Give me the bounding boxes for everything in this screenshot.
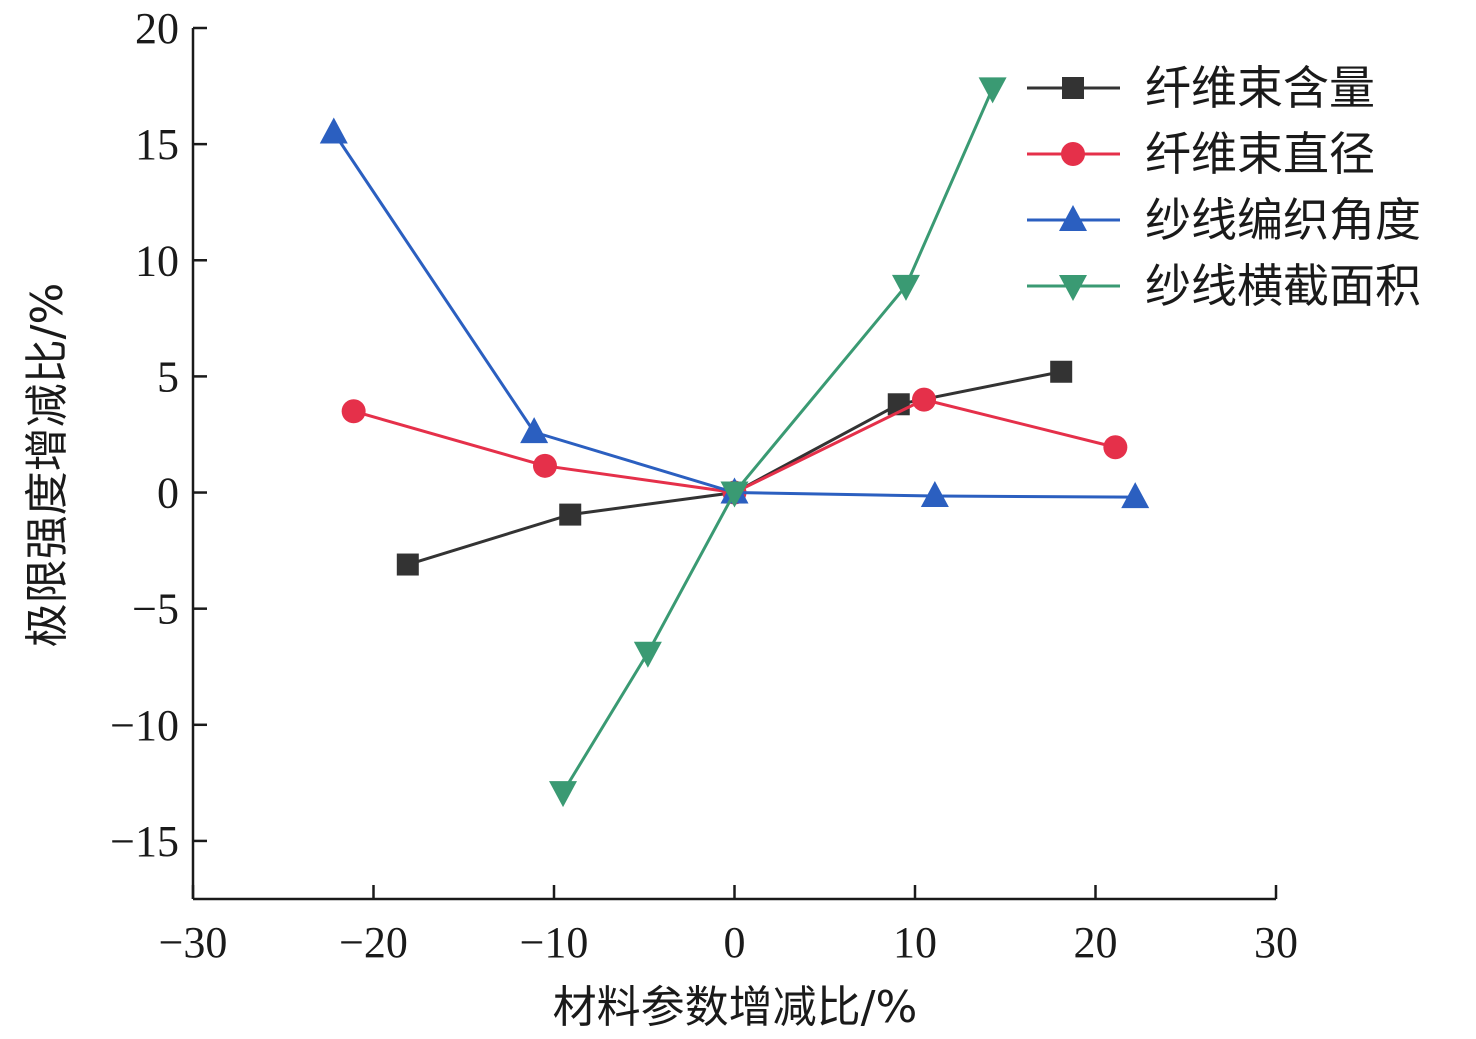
y-tick-label: 10 bbox=[135, 236, 179, 285]
series-line bbox=[561, 87, 994, 793]
y-tick-label: 0 bbox=[157, 469, 179, 518]
square-marker bbox=[1062, 77, 1084, 99]
legend-label: 纱线横截面积 bbox=[1145, 259, 1421, 313]
x-tick-label: 0 bbox=[724, 918, 746, 967]
axes: 20 15 10 5 0 −5 −10 −15 −30 −20 −10 0 10 20 30 bbox=[110, 4, 1298, 967]
circle-marker bbox=[1103, 435, 1128, 460]
square-marker bbox=[1050, 360, 1073, 383]
triangle-up-marker bbox=[520, 417, 549, 444]
x-tick-label: −10 bbox=[520, 918, 589, 967]
x-tick-label: 30 bbox=[1254, 918, 1298, 967]
x-tick-label: −30 bbox=[159, 918, 228, 967]
circle-marker bbox=[341, 399, 366, 424]
legend-label: 纱线编织角度 bbox=[1145, 193, 1421, 247]
y-tick-label: −5 bbox=[132, 585, 179, 634]
series-line bbox=[407, 370, 1062, 566]
triangle-up-marker bbox=[1121, 482, 1150, 509]
x-axis-title: 材料参数增减比/% bbox=[553, 982, 918, 1033]
triangle-up-marker bbox=[1059, 205, 1087, 231]
legend-label: 纤维束含量 bbox=[1145, 61, 1375, 115]
triangle-down-marker bbox=[978, 77, 1007, 104]
series-1 bbox=[396, 360, 1073, 576]
legend-item: 纤维束含量 bbox=[1027, 61, 1375, 115]
circle-marker bbox=[912, 387, 937, 412]
triangle-down-marker bbox=[633, 641, 662, 668]
x-tick-label: −20 bbox=[339, 918, 408, 967]
y-tick-label: −15 bbox=[110, 817, 179, 866]
y-tick-label: 5 bbox=[157, 352, 179, 401]
circle-marker bbox=[532, 453, 557, 478]
triangle-up-marker bbox=[920, 481, 949, 508]
y-tick-label: 15 bbox=[135, 120, 179, 169]
triangle-up-marker bbox=[319, 117, 348, 144]
legend-label: 纤维束直径 bbox=[1145, 127, 1375, 181]
x-tick-label: 20 bbox=[1074, 918, 1118, 967]
y-tick-label: 20 bbox=[135, 4, 179, 53]
series-3 bbox=[319, 117, 1150, 509]
x-tick-label: 10 bbox=[893, 918, 937, 967]
series-4 bbox=[549, 77, 1007, 808]
legend-item: 纱线编织角度 bbox=[1027, 193, 1421, 247]
y-axis-title: 极限强度增减比/% bbox=[22, 283, 73, 648]
series-layer bbox=[319, 77, 1150, 808]
triangle-down-marker bbox=[720, 481, 749, 508]
triangle-down-marker bbox=[549, 781, 578, 808]
series-line bbox=[332, 131, 1136, 499]
square-marker bbox=[396, 553, 419, 576]
triangle-down-marker bbox=[891, 274, 920, 301]
circle-marker bbox=[1061, 142, 1085, 166]
y-tick-label: −10 bbox=[110, 701, 179, 750]
legend-item: 纤维束直径 bbox=[1027, 127, 1375, 181]
triangle-down-marker bbox=[1059, 275, 1087, 301]
legend-item: 纱线横截面积 bbox=[1027, 259, 1421, 313]
square-marker bbox=[559, 503, 582, 526]
